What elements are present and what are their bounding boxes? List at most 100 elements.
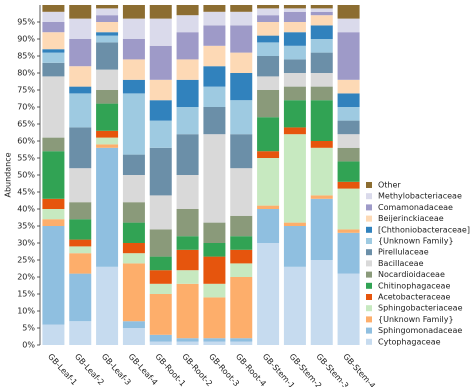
bar-segment xyxy=(337,32,360,80)
bar-segment xyxy=(176,32,199,60)
bar-segment xyxy=(176,270,199,284)
y-tick-label: 60% xyxy=(17,137,35,146)
y-tick-label: 25% xyxy=(17,256,35,265)
bar-segment xyxy=(96,103,119,131)
y-tick-label: 45% xyxy=(17,188,35,197)
bar-segment xyxy=(310,141,333,148)
bar-segment xyxy=(203,341,226,345)
y-tick-label: 0% xyxy=(22,341,35,350)
bar-segment xyxy=(149,270,172,284)
bar-segment xyxy=(310,100,333,141)
y-tick-label: 5% xyxy=(22,324,35,333)
legend-label: Cytophagaceae xyxy=(378,337,441,346)
bar-segment xyxy=(230,11,253,26)
bar-segment xyxy=(122,222,145,243)
bar-segment xyxy=(122,18,145,39)
bar-segment xyxy=(176,15,199,33)
bar-segment xyxy=(176,5,199,16)
bar-segment xyxy=(69,219,92,240)
bar-segment xyxy=(257,8,280,16)
bar-segment xyxy=(310,15,333,26)
bar-segment xyxy=(149,294,172,335)
bar-segment xyxy=(149,147,172,196)
y-tick-label: 90% xyxy=(17,35,35,44)
bar-segment xyxy=(257,15,280,22)
bar-segment xyxy=(176,107,199,135)
bar-segment xyxy=(122,5,145,19)
bar-segment xyxy=(337,5,360,19)
bar-segment xyxy=(96,5,119,9)
bar-segment xyxy=(310,195,333,199)
y-tick-label: 35% xyxy=(17,222,35,231)
bar-segment xyxy=(230,52,253,73)
bar-segment xyxy=(203,25,226,46)
bar-segment xyxy=(257,35,280,43)
bar-segment xyxy=(230,5,253,12)
bar-segment xyxy=(283,73,306,87)
bar-segment xyxy=(69,168,92,203)
bar-segment xyxy=(69,93,92,128)
legend-label: Sphingobacteriaceae xyxy=(378,304,463,313)
bar-segment xyxy=(257,76,280,90)
bar-segment xyxy=(310,198,333,260)
bar-segment xyxy=(283,5,306,9)
bar-segment xyxy=(122,253,145,264)
bar-segment xyxy=(96,42,119,70)
legend-swatch xyxy=(366,338,372,345)
y-tick-label: 80% xyxy=(17,69,35,78)
bar-segment xyxy=(310,73,333,87)
bar-segment xyxy=(176,236,199,250)
legend-swatch xyxy=(366,238,372,244)
y-tick-label: 50% xyxy=(17,171,35,180)
bar-segment xyxy=(203,297,226,339)
bar-segment xyxy=(42,198,65,209)
bar-segment xyxy=(149,334,172,342)
legend-swatch xyxy=(366,327,372,334)
bar-segment xyxy=(283,134,306,223)
bar-segment xyxy=(176,175,199,209)
bar-segment xyxy=(176,283,199,339)
legend-swatch xyxy=(366,182,372,188)
y-tick-label: 10% xyxy=(17,307,35,316)
bar-segment xyxy=(203,86,226,107)
bar-segment xyxy=(257,209,280,243)
bar-segment xyxy=(176,341,199,345)
bar-segment xyxy=(42,49,65,53)
bar-segment xyxy=(176,249,199,271)
bar-segment xyxy=(122,321,145,328)
bar-segment xyxy=(310,8,333,12)
bar-segment xyxy=(69,127,92,169)
legend-label: Beijerinckiaceae xyxy=(378,214,444,223)
bar-segment xyxy=(96,35,119,43)
bar-segment xyxy=(149,120,172,148)
y-tick-label: 85% xyxy=(17,52,35,61)
bar-segment xyxy=(257,205,280,209)
bar-segment xyxy=(203,107,226,135)
bar-segment xyxy=(337,93,360,107)
bar-segment xyxy=(149,79,172,101)
bar-segment xyxy=(230,338,253,342)
bar-segment xyxy=(203,256,226,284)
bar-segment xyxy=(96,147,119,267)
bar-segment xyxy=(283,11,306,22)
bar-segment xyxy=(176,59,199,80)
y-tick-label: 75% xyxy=(17,86,35,95)
bar-segment xyxy=(257,117,280,152)
bar-segment xyxy=(257,56,280,77)
bar-segment xyxy=(230,341,253,345)
bar-segment xyxy=(149,100,172,121)
bar-segment xyxy=(257,42,280,56)
bar-segment xyxy=(176,134,199,175)
legend-label: Sphingomonadaceae xyxy=(378,326,462,335)
bar-segment xyxy=(69,5,92,19)
bar-segment xyxy=(310,25,333,39)
legend-label: Pirellulaceae xyxy=(378,248,429,257)
bar-segment xyxy=(310,52,333,73)
bar-segment xyxy=(176,79,199,107)
bar-segment xyxy=(230,100,253,135)
bar-segment xyxy=(230,263,253,277)
bar-segment xyxy=(122,328,145,345)
legend-swatch xyxy=(366,294,372,300)
bar-segment xyxy=(283,59,306,73)
bar-segment xyxy=(42,137,65,152)
